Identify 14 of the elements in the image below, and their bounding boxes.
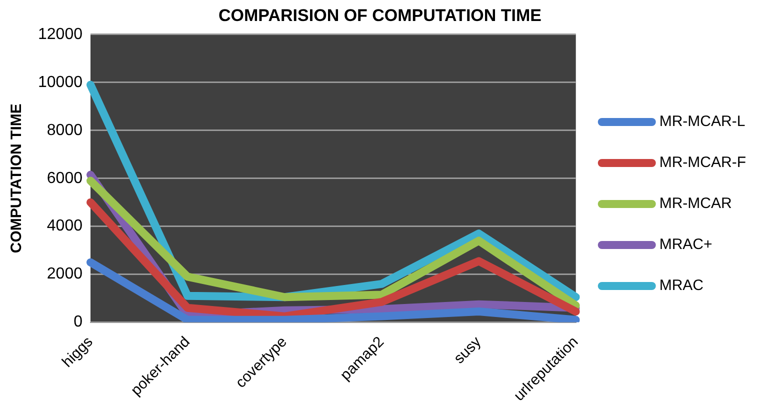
y-tick-label: 4000	[46, 218, 83, 235]
y-tick-label: 10000	[38, 74, 83, 91]
legend-label: MRAC	[659, 277, 704, 294]
y-tick-label: 12000	[38, 26, 83, 43]
y-axis-title: COMPUTATION TIME	[8, 104, 26, 254]
legend-label: MR-MCAR	[659, 195, 732, 212]
y-tick-label: 6000	[46, 170, 83, 187]
legend-label: MR-MCAR-F	[659, 154, 746, 172]
legend-label: MR-MCAR-L	[659, 113, 746, 130]
y-tick-label: 2000	[46, 266, 83, 283]
legend-label: MRAC+	[659, 236, 713, 254]
y-tick-label: 8000	[46, 122, 83, 139]
y-tick-label: 0	[74, 314, 83, 331]
chart-title: COMPARISION OF COMPUTATION TIME	[218, 6, 542, 25]
